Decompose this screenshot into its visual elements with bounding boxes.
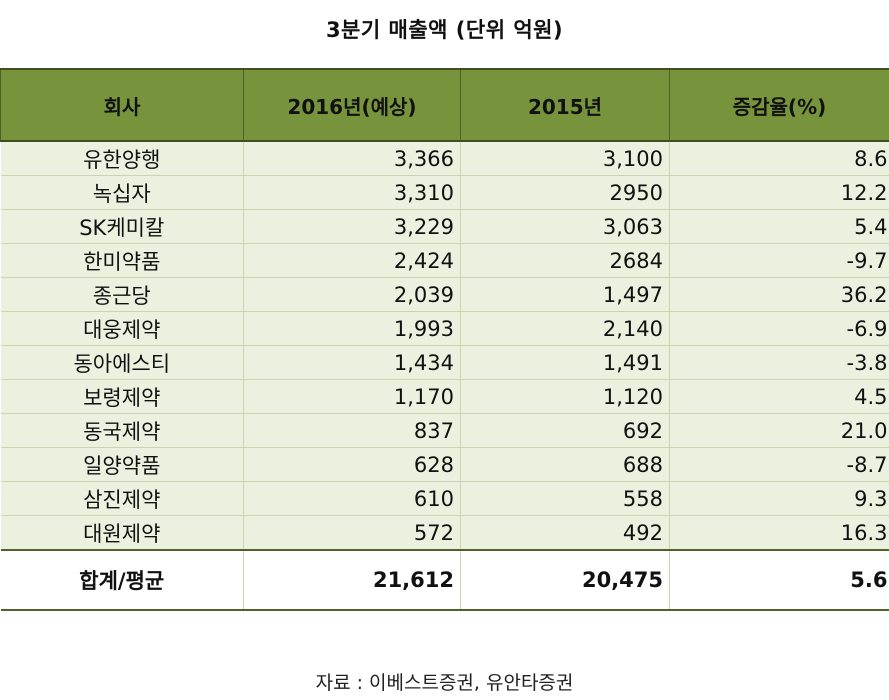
table-row: 유한양행 3,366 3,100 8.6 — [0, 141, 889, 176]
total-row: 합계/평균 21,612 20,475 5.6 — [0, 549, 889, 611]
value-2016: 3,229 — [243, 209, 461, 244]
table-row: 동국제약 837 692 21.0 — [0, 413, 889, 448]
header-company: 회사 — [0, 68, 244, 142]
company-name: 동국제약 — [0, 413, 244, 448]
header-row: 회사 2016년(예상) 2015년 증감율(%) — [0, 68, 889, 142]
change-rate: 9.3 — [669, 481, 889, 516]
value-2015: 2,140 — [460, 311, 670, 346]
value-2015: 692 — [460, 413, 670, 448]
change-rate: 12.2 — [669, 175, 889, 210]
change-rate: 8.6 — [669, 141, 889, 176]
value-2016: 628 — [243, 447, 461, 482]
value-2015: 3,100 — [460, 141, 670, 176]
value-2016: 2,039 — [243, 277, 461, 312]
value-2016: 2,424 — [243, 243, 461, 278]
table-row: 대웅제약 1,993 2,140 -6.9 — [0, 311, 889, 346]
value-2015: 3,063 — [460, 209, 670, 244]
value-2016: 1,434 — [243, 345, 461, 380]
company-name: 일양약품 — [0, 447, 244, 482]
company-name: 보령제약 — [0, 379, 244, 414]
change-rate: 36.2 — [669, 277, 889, 312]
company-name: 대원제약 — [0, 515, 244, 551]
value-2015: 1,120 — [460, 379, 670, 414]
value-2015: 1,497 — [460, 277, 670, 312]
change-rate: 21.0 — [669, 413, 889, 448]
value-2015: 1,491 — [460, 345, 670, 380]
change-rate: 5.4 — [669, 209, 889, 244]
value-2015: 688 — [460, 447, 670, 482]
company-name: 삼진제약 — [0, 481, 244, 516]
table-row: SK케미칼 3,229 3,063 5.4 — [0, 209, 889, 244]
total-change-rate: 5.6 — [669, 549, 889, 611]
value-2016: 837 — [243, 413, 461, 448]
value-2016: 1,170 — [243, 379, 461, 414]
value-2015: 2950 — [460, 175, 670, 210]
total-2016: 21,612 — [243, 549, 461, 611]
value-2015: 558 — [460, 481, 670, 516]
total-2015: 20,475 — [460, 549, 670, 611]
value-2016: 1,993 — [243, 311, 461, 346]
table-row: 녹십자 3,310 2950 12.2 — [0, 175, 889, 210]
change-rate: -3.8 — [669, 345, 889, 380]
table-title: 3분기 매출액 (단위 억원) — [325, 18, 564, 42]
table-row: 동아에스티 1,434 1,491 -3.8 — [0, 345, 889, 380]
total-label: 합계/평균 — [0, 549, 244, 611]
table-row: 한미약품 2,424 2684 -9.7 — [0, 243, 889, 278]
change-rate: 16.3 — [669, 515, 889, 551]
table-body: 유한양행 3,366 3,100 8.6 녹십자 3,310 2950 12.2 SK케미칼 3,… — [0, 141, 889, 551]
company-name: 종근당 — [0, 277, 244, 312]
company-name: 동아에스티 — [0, 345, 244, 380]
change-rate: -6.9 — [669, 311, 889, 346]
value-2016: 572 — [243, 515, 461, 551]
value-2015: 2684 — [460, 243, 670, 278]
header-2015: 2015년 — [460, 68, 670, 142]
company-name: 대웅제약 — [0, 311, 244, 346]
source-note: 자료 : 이베스트증권, 유안타증권 — [315, 672, 574, 694]
value-2016: 3,310 — [243, 175, 461, 210]
value-2016: 610 — [243, 481, 461, 516]
company-name: 녹십자 — [0, 175, 244, 210]
table-row: 일양약품 628 688 -8.7 — [0, 447, 889, 482]
table-row: 종근당 2,039 1,497 36.2 — [0, 277, 889, 312]
table-row: 삼진제약 610 558 9.3 — [0, 481, 889, 516]
change-rate: -8.7 — [669, 447, 889, 482]
value-2015: 492 — [460, 515, 670, 551]
company-name: 유한양행 — [0, 141, 244, 176]
header-change-rate: 증감율(%) — [669, 68, 889, 142]
value-2016: 3,366 — [243, 141, 461, 176]
company-name: SK케미칼 — [0, 209, 244, 244]
header-2016: 2016년(예상) — [243, 68, 461, 142]
sales-table: 회사 2016년(예상) 2015년 증감율(%) 유한양행 3,366 3,100… — [0, 68, 889, 611]
table-row: 대원제약 572 492 16.3 — [0, 515, 889, 551]
company-name: 한미약품 — [0, 243, 244, 278]
change-rate: 4.5 — [669, 379, 889, 414]
change-rate: -9.7 — [669, 243, 889, 278]
table-row: 보령제약 1,170 1,120 4.5 — [0, 379, 889, 414]
